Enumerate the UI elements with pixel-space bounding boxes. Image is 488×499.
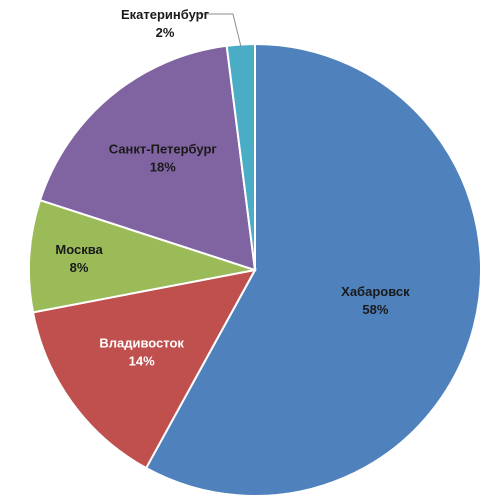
pie-labels: Хабаровск 58% Владивосток 14% Москва 8% Санкт-… [55, 7, 410, 368]
pie-slice-владивосток [31, 268, 257, 470]
slice-value-москва: 8% [70, 260, 89, 275]
pie-slices [28, 42, 482, 497]
slice-label-москва: Москва [55, 242, 103, 257]
pie-slice-хабаровск [144, 42, 482, 497]
slice-value-екатеринбург: 2% [156, 25, 175, 40]
leader-line-екатеринбург [199, 13, 242, 47]
slice-value-санкт-петербург: 18% [150, 160, 176, 175]
pie-slice-москва [28, 198, 256, 314]
slice-label-санкт-петербург: Санкт-Петербург [109, 142, 218, 157]
slice-label-владивосток: Владивосток [99, 335, 184, 350]
slice-label-хабаровск: Хабаровск [341, 284, 410, 299]
slice-label-екатеринбург: Екатеринбург [121, 7, 210, 22]
pie-slice-санкт-петербург [38, 44, 257, 272]
slice-value-хабаровск: 58% [362, 302, 388, 317]
slice-value-владивосток: 14% [129, 353, 155, 368]
